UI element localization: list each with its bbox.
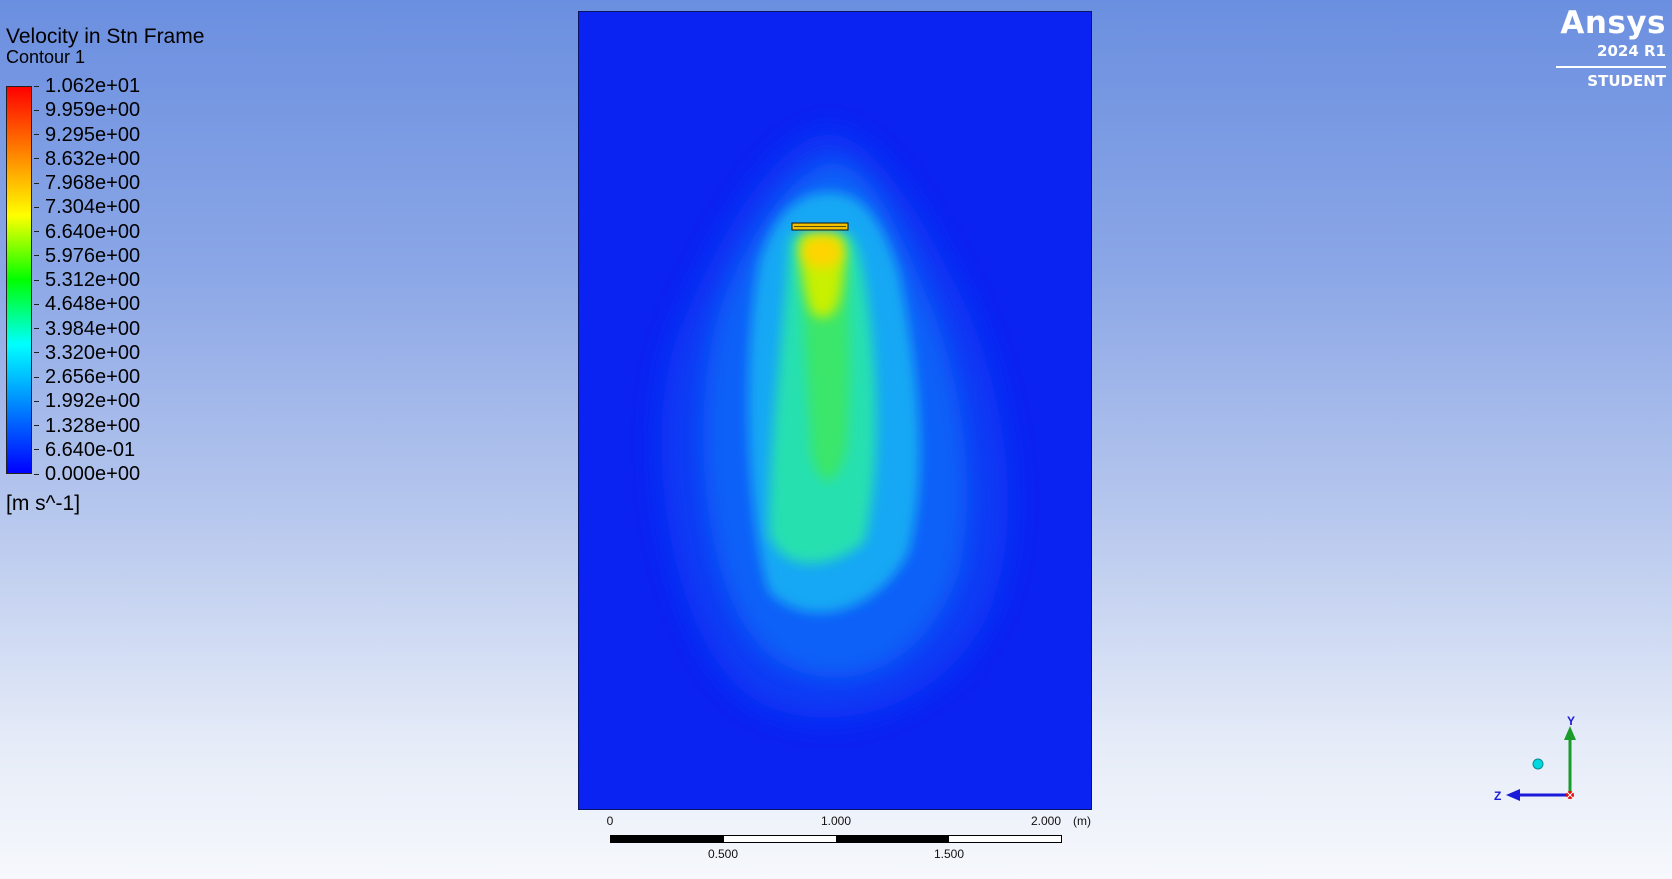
tick-label: 8.632e+00 [45, 147, 141, 170]
scale-label-1: 1.000 [820, 814, 852, 828]
color-scale-tick: 5.312e+00 [34, 269, 140, 291]
x-axis-cross [1565, 790, 1575, 800]
color-scale-tick: 9.295e+00 [34, 124, 140, 146]
color-scale-tick: 0.000e+00 [34, 463, 140, 485]
tick-mark [34, 400, 39, 402]
tick-label: 9.959e+00 [45, 99, 141, 122]
scale-unit: (m) [1073, 814, 1091, 828]
tick-mark [34, 449, 39, 451]
scale-segment [836, 836, 949, 842]
color-scale-tick: 4.648e+00 [34, 293, 140, 315]
tick-label: 1.992e+00 [45, 390, 141, 413]
tick-mark [34, 352, 39, 354]
tick-mark [34, 158, 39, 160]
color-scale-bar [6, 86, 32, 474]
tick-mark [34, 109, 39, 111]
contour-viewport[interactable] [578, 11, 1092, 810]
color-scale-tick: 7.968e+00 [34, 172, 140, 194]
logo-name: Ansys [1560, 5, 1666, 41]
color-scale-tick: 3.320e+00 [34, 342, 140, 364]
tick-mark [34, 85, 39, 87]
color-scale-tick: 5.976e+00 [34, 245, 140, 267]
color-scale-tick: 9.959e+00 [34, 99, 140, 121]
color-scale-tick: 7.304e+00 [34, 196, 140, 218]
tick-label: 5.312e+00 [45, 269, 141, 291]
tick-label: 0.000e+00 [45, 463, 141, 485]
tick-mark [34, 473, 39, 475]
legend-title: Velocity in Stn Frame [6, 25, 205, 48]
scale-label-0: 0 [606, 814, 614, 828]
tick-label: 4.648e+00 [45, 293, 141, 316]
tick-label: 9.295e+00 [45, 123, 141, 146]
tick-mark [34, 328, 39, 329]
tick-label: 7.968e+00 [45, 172, 141, 194]
color-scale-tick: 6.640e-01 [34, 439, 135, 461]
color-scale-tick: 2.656e+00 [34, 366, 140, 388]
scale-label-half: 0.500 [707, 847, 739, 861]
scale-segment [611, 836, 724, 842]
tick-label: 7.304e+00 [45, 196, 141, 219]
ansys-logo: Ansys 2024 R1 STUDENT [1556, 6, 1666, 90]
tick-label: 6.640e-01 [45, 438, 136, 461]
z-axis-arrow [1506, 789, 1520, 801]
z-axis-label: Z [1494, 789, 1501, 803]
color-scale-tick: 3.984e+00 [34, 318, 140, 340]
tick-label: 1.062e+01 [45, 75, 141, 97]
tick-mark [34, 303, 39, 305]
tick-label: 3.984e+00 [45, 317, 141, 340]
color-scale-tick: 1.062e+01 [34, 75, 140, 97]
tick-label: 3.320e+00 [45, 341, 141, 364]
color-scale-tick: 1.992e+00 [34, 390, 140, 412]
y-axis-label: Y [1567, 716, 1575, 728]
y-axis-arrow [1564, 726, 1576, 740]
scale-label-2: 2.000 [1030, 814, 1062, 828]
legend-subtitle: Contour 1 [6, 47, 86, 67]
logo-version: 2024 R1 [1597, 42, 1666, 60]
tick-label: 5.976e+00 [45, 244, 141, 267]
tick-label: 6.640e+00 [45, 220, 141, 243]
tick-mark [34, 182, 39, 184]
color-scale-tick: 8.632e+00 [34, 148, 140, 170]
view-ball-icon [1532, 758, 1544, 770]
contour-band-peak [802, 236, 842, 268]
scale-label-one-half: 1.500 [933, 847, 965, 861]
tick-label: 2.656e+00 [45, 366, 141, 388]
color-scale-tick: 1.328e+00 [34, 415, 140, 437]
color-scale-ticks: 1.062e+01 9.959e+00 9.295e+00 8.632e+00 7.96… [34, 75, 174, 485]
color-scale-tick: 6.640e+00 [34, 221, 140, 243]
tick-mark [34, 206, 39, 208]
tick-mark [34, 376, 39, 378]
tick-mark [34, 255, 39, 257]
scale-segment [949, 836, 1062, 842]
velocity-contour-plot [661, 132, 1008, 718]
tick-mark [34, 279, 39, 281]
tick-mark [34, 425, 39, 426]
scale-segment [724, 836, 837, 842]
logo-edition: STUDENT [1587, 72, 1666, 90]
axis-triad[interactable]: Y Z [1490, 714, 1590, 806]
legend-units: [m s^-1] [6, 492, 81, 515]
tick-mark [34, 231, 39, 232]
scale-bar [610, 835, 1062, 843]
tick-mark [34, 134, 39, 135]
logo-divider [1556, 66, 1666, 68]
tick-label: 1.328e+00 [45, 414, 141, 437]
